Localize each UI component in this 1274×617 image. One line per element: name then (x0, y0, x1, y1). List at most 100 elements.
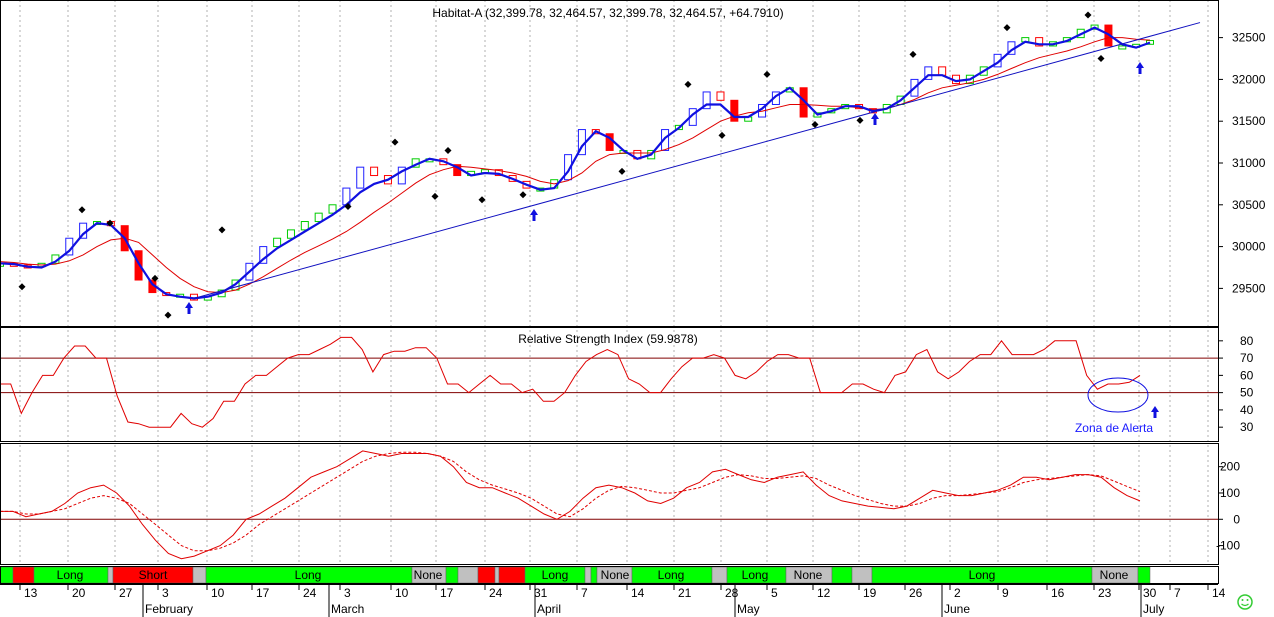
x-tick-label: 7 (581, 586, 588, 600)
signal-band-segment (590, 566, 598, 584)
x-tick-label: 23 (1098, 586, 1112, 600)
price-y-tick-label: 31000 (1232, 156, 1266, 170)
x-tick-label: 3 (162, 586, 169, 600)
panel-frame-1 (0, 327, 1219, 442)
smiley-icon (1237, 594, 1253, 610)
x-tick-label: 31 (534, 586, 548, 600)
signal-band-label: Long (658, 568, 685, 582)
short-moving-average-line (0, 26, 1151, 300)
x-tick-label: 7 (1174, 586, 1181, 600)
rsi-line (0, 336, 1141, 428)
signal-band-label: Long (742, 568, 769, 582)
price-candle (300, 221, 309, 231)
signal-band-label: None (1100, 568, 1129, 582)
month-label: April (537, 602, 561, 616)
x-tick-label: 10 (211, 586, 225, 600)
macd-y-tick-label: -100 (1216, 539, 1240, 553)
x-tick-label: 17 (440, 586, 454, 600)
pivot-marker (684, 80, 692, 88)
signal-band-segment (0, 566, 14, 584)
price-candle (661, 129, 670, 151)
signal-band-segment (12, 566, 35, 584)
x-tick-label: 28 (725, 586, 739, 600)
price-candle (1035, 37, 1044, 47)
rsi-y-tick-label: 80 (1240, 334, 1254, 348)
pivot-marker (164, 311, 172, 319)
price-candle (730, 99, 739, 122)
price-candle (397, 166, 406, 185)
panel-frame-3 (0, 566, 1219, 584)
x-tick-label: 2 (954, 586, 961, 600)
price-candle (259, 246, 268, 264)
rsi-panel-title: Relative Strength Index (59.9878) (518, 332, 697, 346)
price-y-tick-label: 32500 (1232, 31, 1266, 45)
price-candle (1118, 45, 1127, 50)
x-tick-label: 30 (1143, 586, 1157, 600)
signal-band-segment (831, 566, 853, 584)
month-label: June (944, 602, 970, 616)
signal-band-segment (584, 566, 592, 584)
price-panel-title: Habitat-A (32,399.78, 32,464.57, 32,399.… (432, 6, 783, 20)
price-candle (356, 166, 365, 189)
pivot-marker (618, 167, 626, 175)
rsi-y-tick-label: 40 (1240, 403, 1254, 417)
pivot-marker (856, 116, 864, 124)
macd-y-tick-label: 100 (1220, 486, 1240, 500)
long-moving-average-line (0, 37, 1151, 294)
price-y-tick-label: 30000 (1232, 240, 1266, 254)
macd-y-tick-label: 200 (1220, 460, 1240, 474)
x-tick-label: 5 (771, 586, 778, 600)
signal-band-segment (192, 566, 207, 584)
price-candle (370, 166, 379, 177)
month-label: May (737, 602, 760, 616)
x-tick-label: 16 (1051, 586, 1065, 600)
x-tick-label: 3 (344, 586, 351, 600)
x-tick-label: 9 (1002, 586, 1009, 600)
signal-band-segment (1137, 566, 1151, 584)
signal-band-segment (445, 566, 459, 584)
price-y-tick-label: 32000 (1232, 72, 1266, 86)
signal-band-segment (107, 566, 114, 584)
x-tick-label: 20 (72, 586, 86, 600)
pivot-marker (151, 274, 159, 282)
signal-band-label: Long (295, 568, 322, 582)
x-tick-label: 24 (489, 586, 503, 600)
signal-band-segment (498, 566, 526, 584)
x-tick-label: 27 (119, 586, 133, 600)
price-candle (134, 250, 143, 281)
signal-band-segment (494, 566, 500, 584)
signal-band-label: Long (969, 568, 996, 582)
x-tick-label: 19 (863, 586, 877, 600)
x-tick-label: 13 (24, 586, 38, 600)
x-tick-label: 26 (909, 586, 923, 600)
price-candle (286, 229, 295, 239)
pivot-marker (519, 191, 527, 199)
pivot-marker (344, 202, 352, 210)
x-tick-label: 14 (1212, 586, 1226, 600)
up-arrow-icon (1136, 62, 1144, 74)
signal-band-label: Short (139, 568, 168, 582)
trend-line (193, 22, 1201, 299)
up-arrow-icon (185, 302, 193, 314)
month-label: March (331, 602, 364, 616)
price-candle (924, 66, 933, 80)
signal-band-label: None (601, 568, 630, 582)
price-candle (0, 262, 4, 267)
signal-band-segment (457, 566, 479, 584)
x-tick-label: 21 (678, 586, 692, 600)
pivot-marker (218, 226, 226, 234)
macd-signal-line (0, 451, 1141, 552)
rsi-y-tick-label: 50 (1240, 386, 1254, 400)
price-y-tick-label: 30500 (1232, 198, 1266, 212)
up-arrow-icon (871, 113, 879, 125)
pivot-marker (1003, 24, 1011, 32)
pivot-marker (718, 131, 726, 139)
x-tick-label: 24 (303, 586, 317, 600)
pivot-marker (1097, 55, 1105, 63)
signal-band-segment (711, 566, 728, 584)
pivot-marker (1084, 11, 1092, 19)
price-candle (328, 204, 337, 214)
macd-line (0, 450, 1141, 560)
